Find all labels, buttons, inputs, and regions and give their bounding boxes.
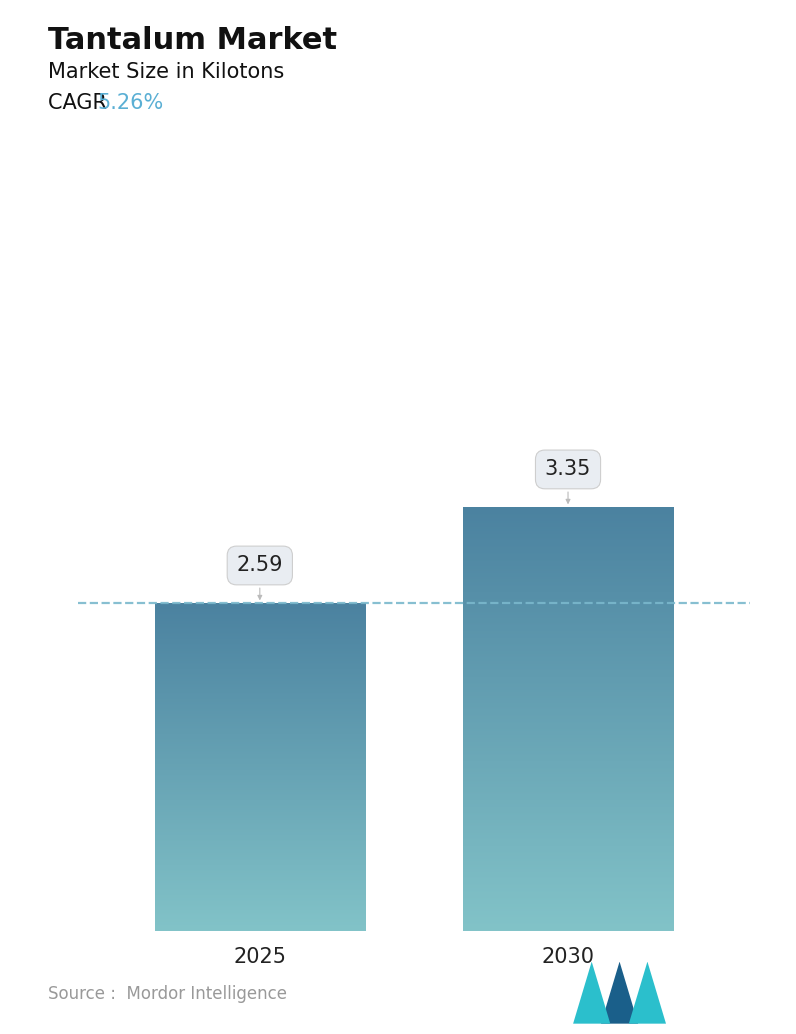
Text: 2.59: 2.59 — [236, 555, 283, 600]
Text: 3.35: 3.35 — [544, 459, 591, 504]
Polygon shape — [601, 962, 638, 1024]
Polygon shape — [573, 962, 611, 1024]
Text: Tantalum Market: Tantalum Market — [48, 26, 337, 55]
Text: 5.26%: 5.26% — [97, 93, 163, 113]
Text: Source :  Mordor Intelligence: Source : Mordor Intelligence — [48, 985, 287, 1003]
Polygon shape — [629, 962, 666, 1024]
Text: CAGR: CAGR — [48, 93, 113, 113]
Text: Market Size in Kilotons: Market Size in Kilotons — [48, 62, 284, 82]
